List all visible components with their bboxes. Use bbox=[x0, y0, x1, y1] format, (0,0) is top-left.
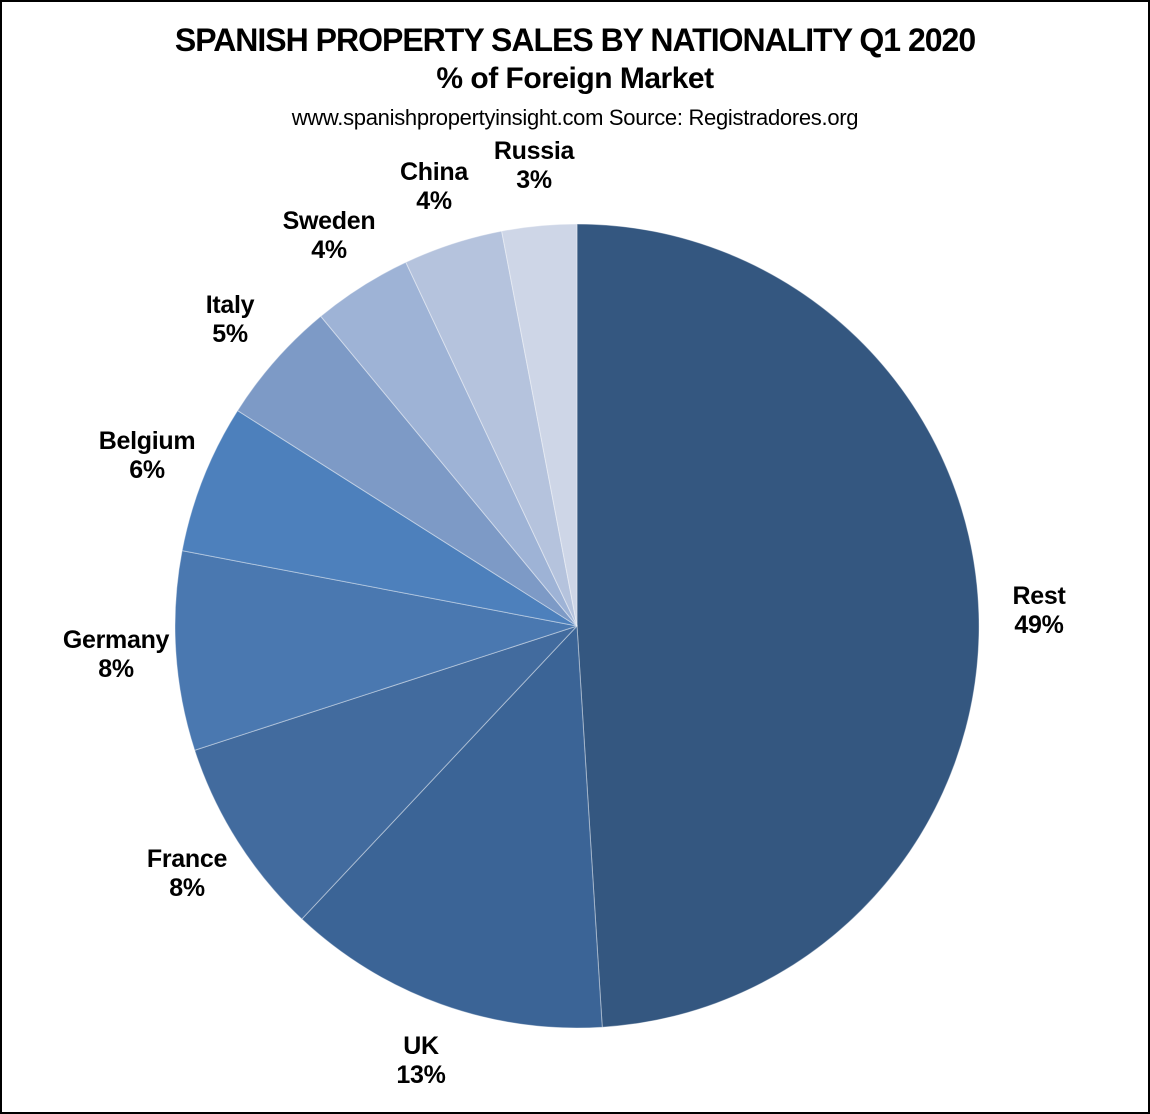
slice-label-germany: Germany 8% bbox=[62, 625, 170, 685]
slice-label-italy: Italy 5% bbox=[206, 291, 255, 350]
slice-label-value: 13% bbox=[396, 1061, 446, 1089]
pie-slice-italy bbox=[237, 315, 578, 627]
slice-label-name: France bbox=[146, 844, 228, 873]
pie-slice-sweden bbox=[320, 261, 578, 627]
slice-label-value: 4% bbox=[416, 187, 452, 215]
slice-label-uk: UK 13% bbox=[396, 1032, 445, 1091]
slice-label-russia: Russia 3% bbox=[494, 137, 574, 196]
slice-label-value: 4% bbox=[311, 236, 347, 264]
chart-subtitle: % of Foreign Market bbox=[436, 61, 714, 95]
slice-label-name: Rest bbox=[1012, 581, 1066, 610]
slice-label-france: France 8% bbox=[147, 845, 227, 904]
pie-slice-germany bbox=[174, 550, 578, 751]
slice-label-china: China 4% bbox=[400, 158, 468, 217]
slice-label-name: Belgium bbox=[98, 426, 196, 455]
slice-label-value: 49% bbox=[1014, 611, 1064, 639]
chart-title: SPANISH PROPERTY SALES BY NATIONALITY Q1… bbox=[174, 22, 976, 58]
slice-label-belgium: Belgium 6% bbox=[99, 427, 196, 486]
pie-slice-uk bbox=[301, 625, 603, 1029]
slice-label-value: 3% bbox=[516, 166, 552, 194]
slice-label-value: 6% bbox=[129, 456, 165, 484]
slice-label-name: Russia bbox=[493, 136, 575, 165]
chart-source: www.spanishpropertyinsight.com Source: R… bbox=[291, 105, 859, 131]
pie-slice-france bbox=[194, 625, 578, 920]
slice-label-sweden: Sweden 4% bbox=[283, 207, 376, 266]
slice-label-value: 8% bbox=[169, 874, 205, 902]
slice-label-name: Germany bbox=[62, 625, 170, 654]
slice-label-name: Sweden bbox=[282, 206, 376, 235]
pie-slice-china bbox=[405, 230, 578, 627]
slice-label-value: 8% bbox=[98, 655, 134, 683]
pie-slice-belgium bbox=[181, 410, 578, 627]
slice-label-name: UK bbox=[403, 1031, 439, 1060]
slice-label-name: China bbox=[400, 157, 468, 186]
pie-slice-rest bbox=[576, 223, 980, 1028]
pie-slice-russia bbox=[501, 223, 578, 627]
slice-label-value: 5% bbox=[212, 320, 248, 348]
chart-header: SPANISH PROPERTY SALES BY NATIONALITY Q1… bbox=[2, 22, 1148, 131]
slice-label-rest: Rest 49% bbox=[1013, 582, 1066, 641]
slice-label-name: Italy bbox=[205, 290, 255, 319]
